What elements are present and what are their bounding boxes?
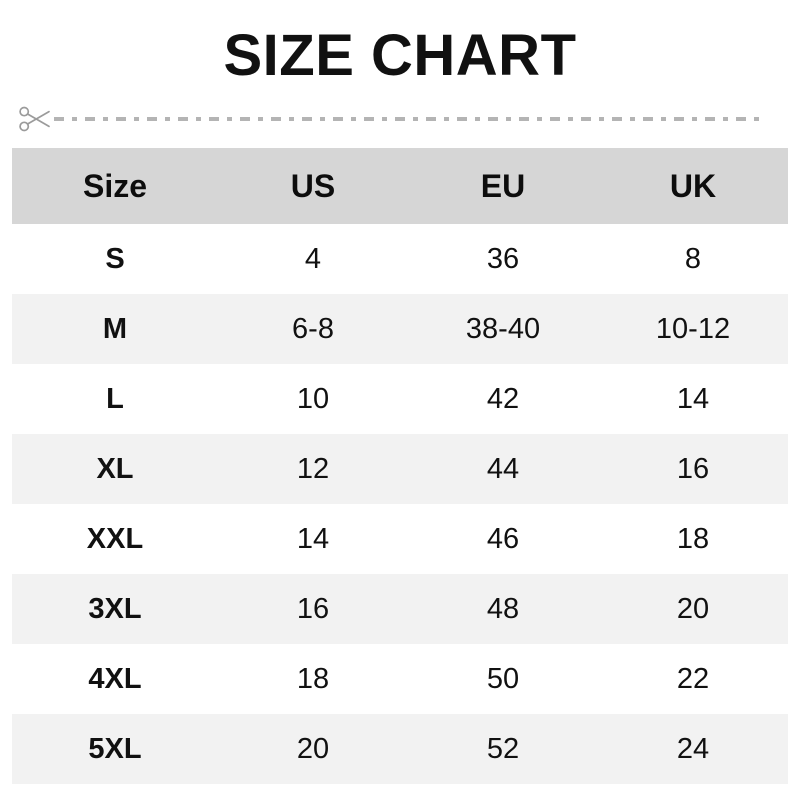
- cell-size: 3XL: [12, 574, 218, 644]
- cell-us: 16: [218, 574, 408, 644]
- cut-line: [18, 104, 780, 134]
- cell-uk: 22: [598, 644, 788, 714]
- cell-size: L: [12, 364, 218, 434]
- cell-eu: 36: [408, 224, 598, 294]
- column-header-uk: UK: [598, 148, 788, 224]
- cell-size: 5XL: [12, 714, 218, 784]
- dashed-cut-line: [54, 117, 762, 121]
- cell-us: 12: [218, 434, 408, 504]
- cell-uk: 10-12: [598, 294, 788, 364]
- cell-uk: 24: [598, 714, 788, 784]
- cell-us: 14: [218, 504, 408, 574]
- cell-eu: 38-40: [408, 294, 598, 364]
- cell-eu: 46: [408, 504, 598, 574]
- cell-uk: 14: [598, 364, 788, 434]
- table-row: 3XL 16 48 20: [12, 574, 788, 644]
- cell-eu: 52: [408, 714, 598, 784]
- cell-eu: 50: [408, 644, 598, 714]
- cell-size: M: [12, 294, 218, 364]
- table-row: S 4 36 8: [12, 224, 788, 294]
- table-row: 4XL 18 50 22: [12, 644, 788, 714]
- cell-size: 4XL: [12, 644, 218, 714]
- cell-eu: 42: [408, 364, 598, 434]
- column-header-size: Size: [12, 148, 218, 224]
- table-row: 5XL 20 52 24: [12, 714, 788, 784]
- cell-uk: 16: [598, 434, 788, 504]
- table-header-row: Size US EU UK: [12, 148, 788, 224]
- cell-us: 6-8: [218, 294, 408, 364]
- column-header-us: US: [218, 148, 408, 224]
- cell-eu: 48: [408, 574, 598, 644]
- column-header-eu: EU: [408, 148, 598, 224]
- cell-eu: 44: [408, 434, 598, 504]
- size-chart-table: Size US EU UK S 4 36 8 M 6-8 38-40 10-12…: [12, 148, 788, 784]
- cell-size: XL: [12, 434, 218, 504]
- cell-uk: 8: [598, 224, 788, 294]
- cell-size: S: [12, 224, 218, 294]
- table-row: XXL 14 46 18: [12, 504, 788, 574]
- cell-uk: 20: [598, 574, 788, 644]
- table-row: L 10 42 14: [12, 364, 788, 434]
- cell-us: 4: [218, 224, 408, 294]
- table-row: M 6-8 38-40 10-12: [12, 294, 788, 364]
- page-title: SIZE CHART: [223, 23, 577, 88]
- table-row: XL 12 44 16: [12, 434, 788, 504]
- cell-us: 18: [218, 644, 408, 714]
- cell-us: 10: [218, 364, 408, 434]
- scissors-icon: [19, 106, 50, 132]
- cell-us: 20: [218, 714, 408, 784]
- cell-size: XXL: [12, 504, 218, 574]
- cell-uk: 18: [598, 504, 788, 574]
